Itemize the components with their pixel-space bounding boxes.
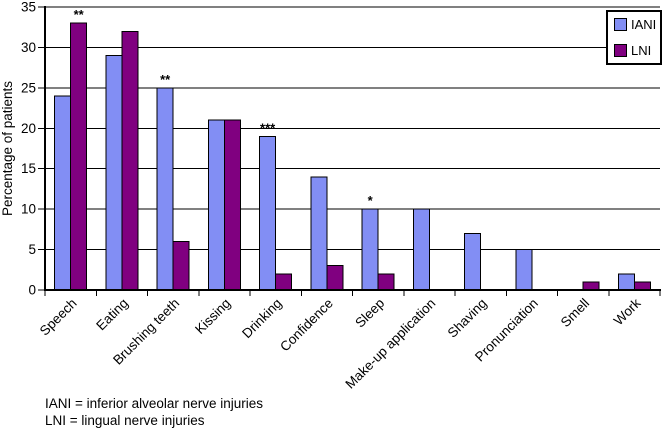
bar-iani-brushing-teeth	[156, 87, 174, 291]
bar-lni-confidence	[326, 265, 344, 291]
footnote-lni: LNI = lingual nerve injuries	[45, 412, 205, 428]
x-category-label-kissing: Kissing	[192, 296, 233, 337]
x-category-label-smell: Smell	[558, 296, 592, 330]
bar-lni-sleep	[377, 273, 395, 291]
bar-lni-speech	[70, 22, 88, 291]
footnote-iani: IANI = inferior alveolar nerve injuries	[45, 396, 263, 411]
legend-label-lni: LNI	[631, 42, 652, 58]
bar-iani-work	[617, 273, 635, 291]
bar-iani-kissing	[207, 119, 225, 291]
x-category-label-make-up-application: Make-up application	[342, 296, 438, 392]
significance-marker-drinking: ***	[260, 120, 276, 135]
significance-marker-speech: **	[74, 7, 85, 22]
bar-lni-work	[633, 281, 651, 291]
legend-item-iani: IANI	[614, 16, 660, 32]
bar-lni-drinking	[275, 273, 293, 291]
y-tick-label-25: 25	[21, 80, 36, 95]
footnotes: IANI = inferior alveolar nerve injuries …	[45, 396, 263, 429]
bar-iani-confidence	[310, 176, 328, 291]
x-category-label-speech: Speech	[37, 296, 80, 339]
y-tick-label-20: 20	[21, 121, 36, 136]
bar-iani-pronunciation	[515, 249, 533, 291]
legend-item-lni: LNI	[614, 42, 660, 58]
bar-iani-make-up-application	[412, 208, 430, 291]
legend-swatch-iani	[614, 17, 627, 31]
chart-legend: IANI LNI	[606, 10, 662, 65]
x-category-label-shaving: Shaving	[445, 296, 490, 341]
y-tick-label-10: 10	[21, 202, 36, 217]
y-tick-label-35: 35	[21, 0, 36, 15]
bar-iani-speech	[54, 95, 72, 291]
x-category-label-confidence: Confidence	[277, 296, 336, 355]
bar-lni-smell	[582, 281, 600, 291]
y-tick-label-15: 15	[21, 161, 36, 176]
legend-label-iani: IANI	[631, 16, 657, 32]
bar-lni-brushing-teeth	[172, 240, 190, 291]
legend-swatch-lni	[614, 43, 627, 57]
y-tick-label-5: 5	[28, 242, 36, 257]
x-category-label-eating: Eating	[93, 296, 131, 334]
bar-lni-eating	[121, 30, 139, 291]
y-axis-title: Percentage of patients	[0, 81, 15, 216]
y-tick-label-0: 0	[28, 283, 36, 298]
y-tick-label-30: 30	[21, 40, 36, 55]
bar-iani-eating	[105, 55, 123, 291]
significance-marker-brushing-teeth: **	[160, 72, 171, 87]
x-category-label-drinking: Drinking	[239, 296, 285, 342]
significance-marker-sleep: *	[368, 193, 374, 208]
x-category-label-work: Work	[611, 295, 644, 328]
x-category-label-sleep: Sleep	[352, 296, 387, 331]
bar-lni-kissing	[223, 119, 241, 291]
bar-iani-drinking	[259, 135, 277, 291]
bar-iani-shaving	[464, 232, 482, 291]
bar-iani-sleep	[361, 208, 379, 291]
